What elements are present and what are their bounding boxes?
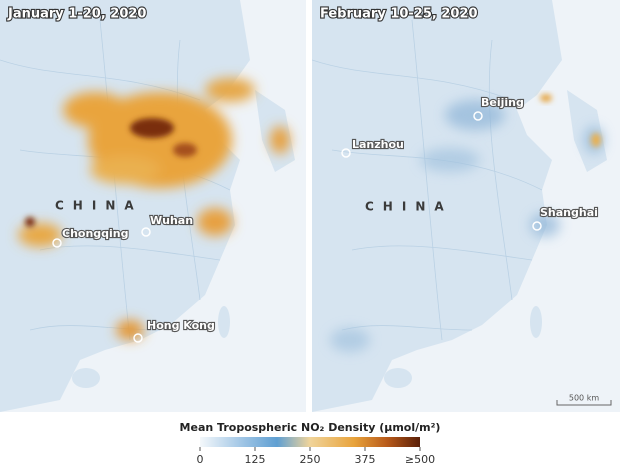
panel-title: January 1-20, 2020 <box>7 7 146 22</box>
no2-spot <box>540 94 552 102</box>
city-marker <box>341 148 351 158</box>
city-marker <box>141 227 151 237</box>
map-base <box>0 0 306 412</box>
legend: Mean Tropospheric NO₂ Density (μmol/m²) … <box>180 421 441 466</box>
right-map: February 10-25, 2020 CHINA Beijing Lanzh… <box>312 0 620 412</box>
no2-spot <box>591 133 601 147</box>
city-label: Shanghai <box>540 206 598 219</box>
colorbar-tick-label: 0 <box>197 453 204 466</box>
city-marker <box>532 221 542 231</box>
scale-label: 500 km <box>569 394 599 403</box>
country-label: CHINA <box>365 200 453 214</box>
no2-peak <box>25 118 197 227</box>
colorbar-tick-label: 125 <box>245 453 266 466</box>
city-label: Chongqing <box>62 227 129 240</box>
city-label: Beijing <box>481 96 524 109</box>
colorbar-tick-label: ≥500 <box>405 453 435 466</box>
country-label: CHINA <box>55 199 143 213</box>
city-label: Lanzhou <box>352 138 404 151</box>
legend-title: Mean Tropospheric NO₂ Density (μmol/m²) <box>180 421 441 434</box>
colorbar-tick-label: 250 <box>300 453 321 466</box>
colorbar-tick-label: 375 <box>355 453 376 466</box>
left-map: January 1-20, 2020 CHINA Chongqing Wuhan… <box>0 0 306 412</box>
no2-low <box>330 100 604 352</box>
colorbar <box>200 437 420 447</box>
panel-title: February 10-25, 2020 <box>320 7 478 22</box>
city-label: Wuhan <box>150 214 193 227</box>
scale-bar <box>556 400 612 406</box>
city-marker <box>52 238 62 248</box>
city-marker <box>473 111 483 121</box>
city-label: Hong Kong <box>147 319 215 332</box>
city-marker <box>133 333 143 343</box>
no2-high <box>18 78 290 340</box>
